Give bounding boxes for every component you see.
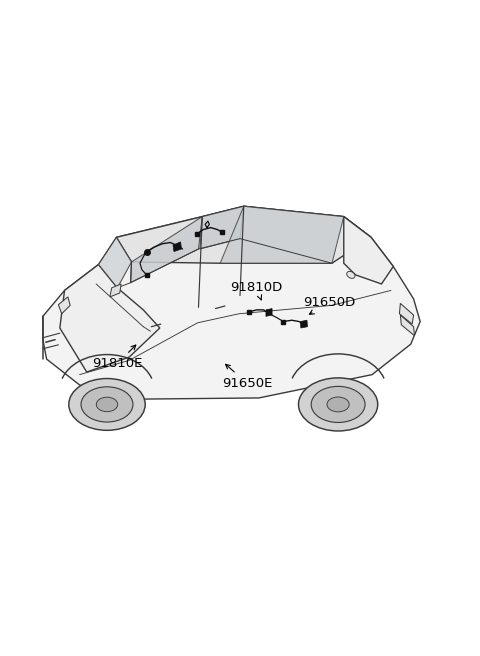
Polygon shape — [98, 237, 132, 288]
Polygon shape — [200, 206, 244, 249]
Ellipse shape — [327, 397, 349, 412]
Text: 91810D: 91810D — [230, 281, 283, 300]
Polygon shape — [220, 206, 344, 263]
Ellipse shape — [347, 272, 355, 278]
Polygon shape — [300, 320, 308, 328]
Text: 91650E: 91650E — [222, 364, 272, 390]
Polygon shape — [60, 264, 160, 372]
Polygon shape — [43, 206, 420, 400]
Text: 91650D: 91650D — [303, 296, 356, 314]
Ellipse shape — [299, 378, 378, 431]
Ellipse shape — [311, 386, 365, 422]
Polygon shape — [344, 216, 393, 284]
Ellipse shape — [96, 397, 118, 412]
Polygon shape — [131, 216, 202, 283]
Ellipse shape — [69, 379, 145, 430]
Polygon shape — [266, 308, 272, 316]
Polygon shape — [117, 206, 371, 263]
Polygon shape — [400, 315, 415, 336]
Polygon shape — [399, 303, 414, 324]
Ellipse shape — [81, 387, 133, 422]
Polygon shape — [173, 242, 181, 251]
Polygon shape — [110, 284, 121, 297]
Text: 91810E: 91810E — [92, 345, 143, 370]
Polygon shape — [59, 297, 70, 314]
